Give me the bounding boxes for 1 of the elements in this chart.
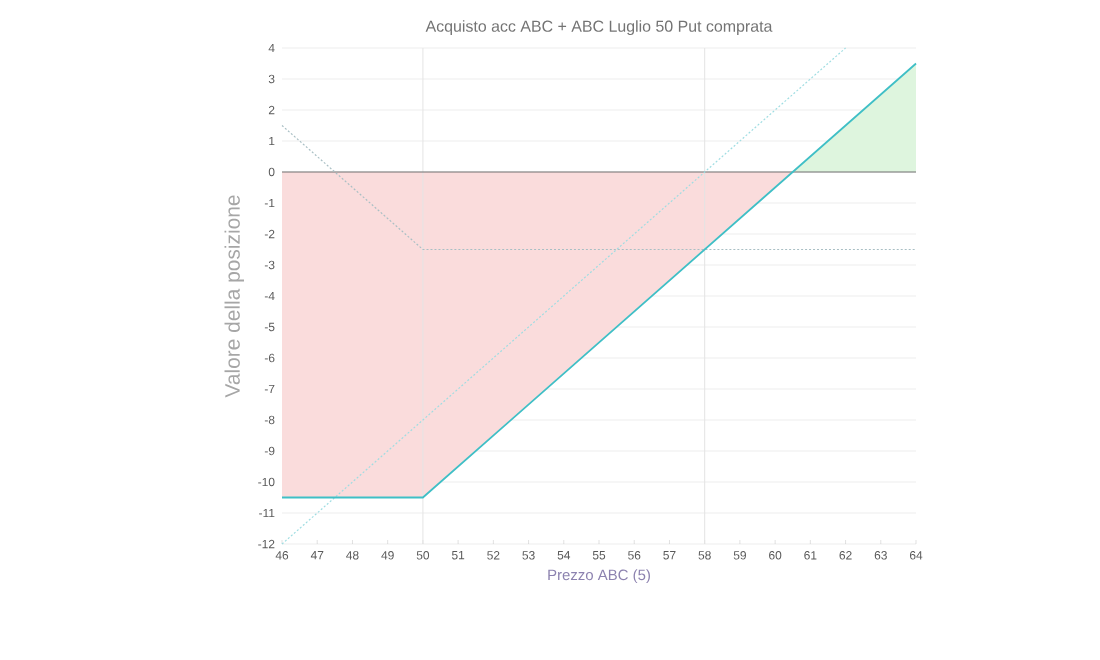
y-axis-title: Valore della posizione bbox=[224, 195, 245, 398]
